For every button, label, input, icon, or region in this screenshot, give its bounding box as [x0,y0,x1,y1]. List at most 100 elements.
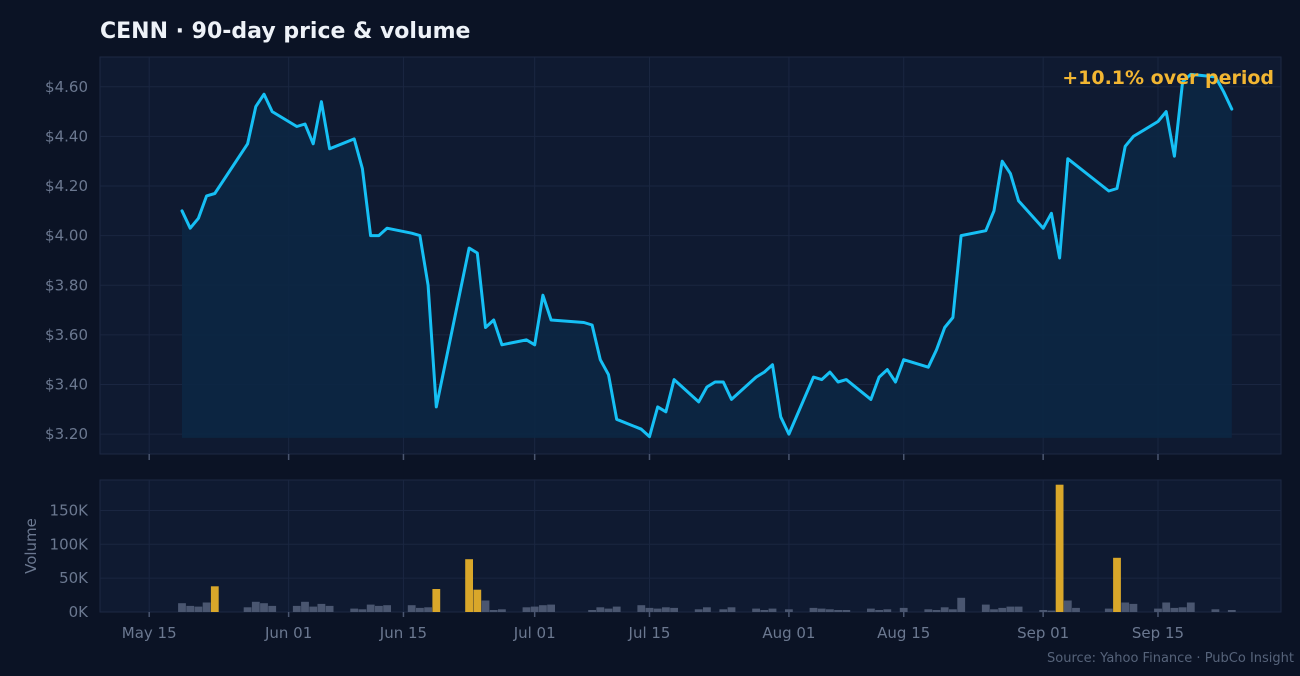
price-point [427,284,430,287]
price-point [361,167,364,170]
price-point [377,234,380,237]
price-point [386,227,389,230]
volume-bar [998,607,1007,612]
price-point [418,234,421,237]
volume-bar [834,610,842,612]
price-point [960,234,963,237]
price-point [648,435,651,438]
price-line-series [180,72,1234,439]
price-point [943,326,946,329]
x-tick-label: Jun 15 [379,624,427,642]
volume-bar [899,607,908,612]
price-point [607,373,610,376]
volume-bar [317,603,326,612]
volume-bar [785,609,793,612]
price-point [984,229,987,232]
volume-bar [662,607,670,612]
price-point [1230,108,1233,111]
price-point [246,142,249,145]
price-point [1116,187,1119,190]
price-point [328,147,331,150]
price-point [1050,212,1053,215]
volume-bar [407,605,416,612]
price-point [828,371,831,374]
price-point [812,376,815,379]
price-point [730,398,733,401]
volume-bar [375,605,383,612]
volume-bar [637,605,646,612]
price-y-tick-label: $4.40 [45,127,88,145]
price-point [993,209,996,212]
x-tick-label: Jul 15 [628,624,671,642]
volume-bar [530,606,539,612]
volume-bar [1006,606,1015,612]
volume-bar [588,610,596,612]
volume-bar [268,605,277,612]
volume-bar [809,607,818,612]
price-point [525,338,528,341]
price-point [213,192,216,195]
x-axis: May 15 Jun 01 Jun 15 Jul 01 Jul 15 Aug 01 Aug … [122,612,1184,642]
volume-bar [260,603,268,612]
chart-title: CENN · 90-day price & volume [100,19,470,44]
volume-bar [875,610,883,612]
volume-bar [645,607,654,612]
price-point [673,378,676,381]
x-tick-label: Aug 01 [762,624,815,642]
volume-bar [498,609,506,612]
price-y-tick-label: $3.80 [45,276,88,294]
volume-bar [670,607,678,612]
price-y-tick-label: $3.40 [45,376,88,394]
volume-bar [1039,610,1048,612]
volume-bar [990,609,998,612]
volume-bar [416,607,424,612]
price-point [271,110,274,113]
price-point [599,358,602,361]
volume-bar [703,607,711,612]
volume-bar [817,608,826,612]
volume-bar [1186,602,1195,612]
volume-bars [178,484,1236,612]
volume-panel [99,479,1282,613]
volume-bar [1063,600,1072,612]
price-x-tick-marks [148,454,1159,460]
price-point [468,247,471,250]
price-point [254,105,257,108]
price-point [779,415,782,418]
volume-bar [694,609,703,612]
volume-bar [596,607,605,612]
volume-y-tick-label: 100K [50,535,90,553]
price-point [1001,160,1004,163]
volume-bar [867,608,875,612]
volume-bar [194,606,203,612]
volume-bar [1104,608,1113,612]
volume-bar [301,601,309,612]
price-point [435,405,438,408]
volume-bar [1121,602,1130,612]
price-y-axis: $3.20 $3.40 $3.60 $3.80 $4.00 $4.20 $4.40 $4.60 [45,78,88,443]
price-point [1222,90,1225,93]
price-point [1124,145,1127,148]
price-point [820,378,823,381]
price-point [541,294,544,297]
price-point [763,371,766,374]
volume-bar-spike [1055,484,1064,612]
price-point [550,319,553,322]
price-point [886,368,889,371]
volume-bar [612,606,621,612]
volume-bar [251,601,260,612]
volume-bar [1170,607,1179,612]
price-point [369,234,372,237]
price-point [1009,172,1012,175]
price-point [845,378,848,381]
price-point [869,398,872,401]
price-point [664,410,667,413]
price-point [722,381,725,384]
volume-bar [522,607,531,612]
price-point [697,400,700,403]
price-point [1066,157,1069,160]
volume-bar [325,605,334,612]
volume-bar [186,605,195,612]
